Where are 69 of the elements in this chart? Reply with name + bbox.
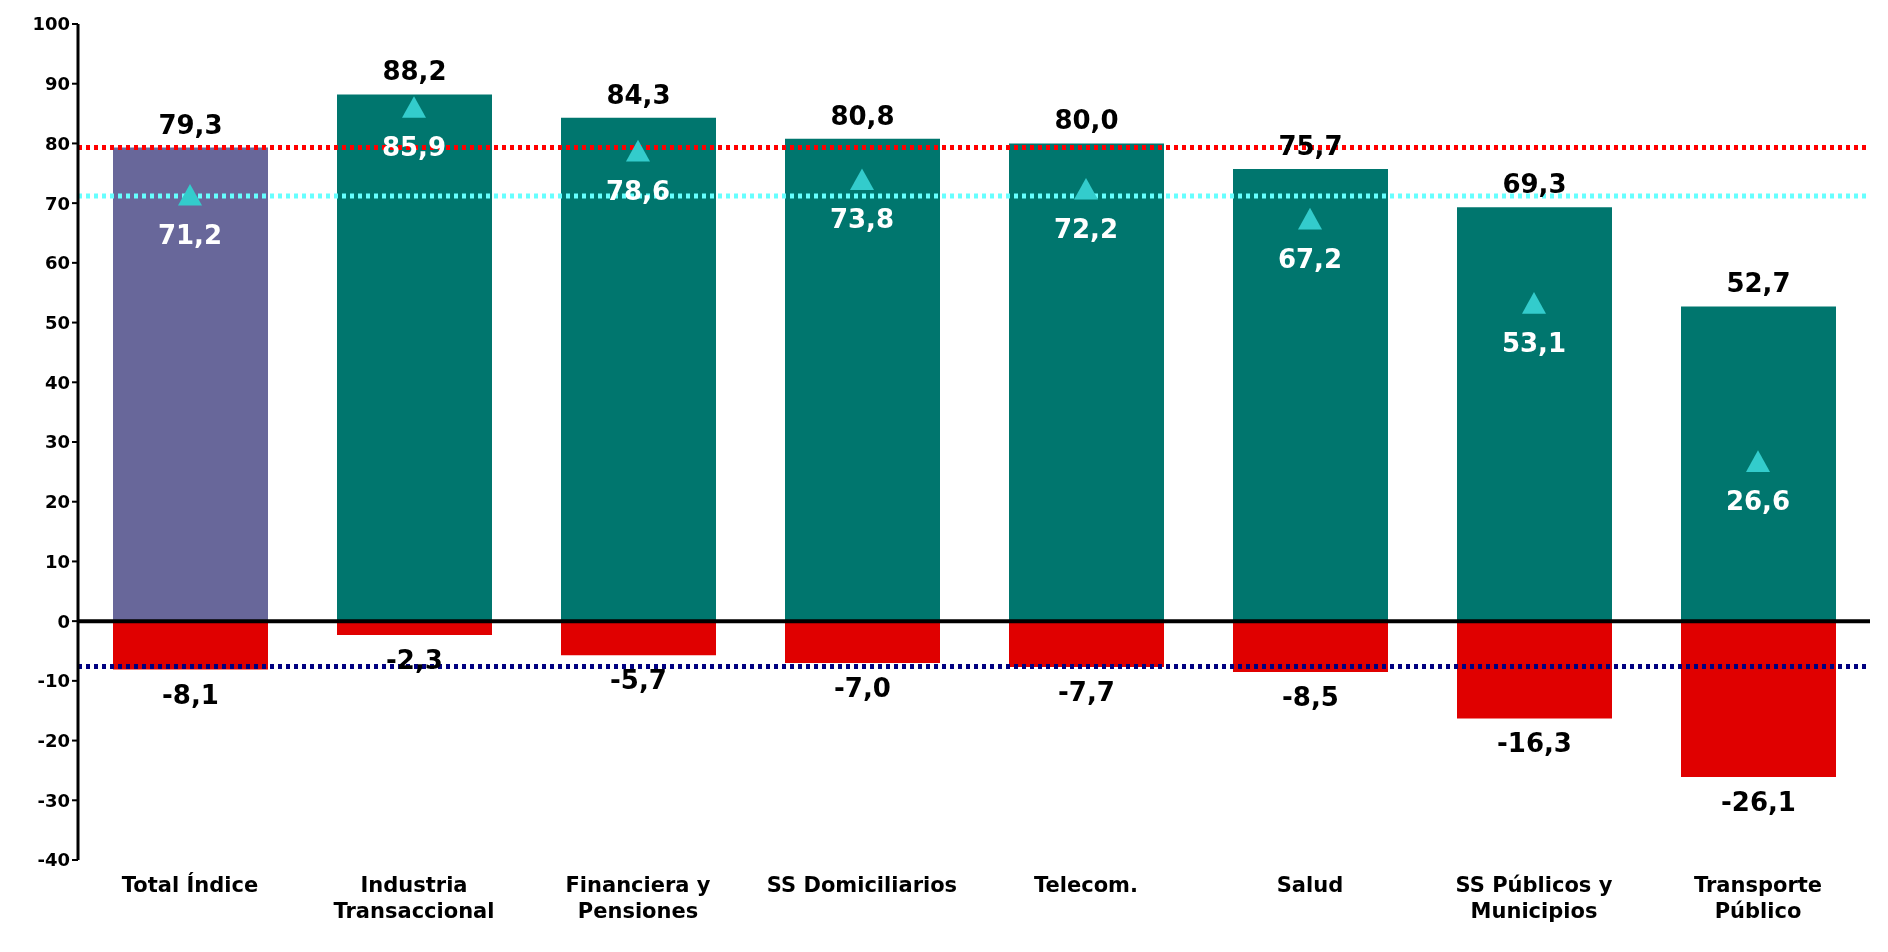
data-label: -26,1	[1721, 787, 1796, 817]
x-tick-label: SS Domiciliarios	[766, 873, 958, 897]
y-tick-label: 90	[44, 73, 70, 95]
data-label: -7,7	[1058, 677, 1115, 708]
x-tick-label: Salud	[1276, 873, 1344, 897]
point	[626, 139, 650, 162]
y-tick-label: 70	[44, 192, 70, 214]
data-label: -8,5	[1282, 681, 1339, 712]
data-label: 79,3	[158, 109, 223, 140]
point	[1074, 178, 1098, 200]
bar	[113, 147, 268, 622]
data-label: 53,1	[1501, 328, 1567, 359]
point	[850, 168, 874, 191]
point	[1746, 450, 1770, 472]
y-tick-label: 0	[57, 610, 70, 632]
point	[402, 96, 426, 118]
bar	[337, 94, 492, 622]
y-tick-label: -40	[37, 849, 70, 871]
y-tick-label: 50	[44, 311, 70, 333]
bar	[785, 621, 940, 663]
y-tick-label: 60	[44, 252, 70, 274]
y-tick-label: 20	[44, 491, 70, 513]
bar	[785, 138, 940, 622]
data-label: 78,6	[605, 175, 671, 206]
data-label: 85,9	[381, 132, 447, 163]
data-label: 72,2	[1053, 214, 1119, 245]
bar	[1681, 621, 1836, 777]
x-tick-label: Telecom.	[1034, 873, 1138, 897]
data-label: 80,8	[830, 100, 895, 131]
y-tick-label: 10	[44, 550, 70, 572]
data-label: -7,0	[834, 672, 891, 703]
x-tick-label: Financiera y Pensiones	[565, 873, 711, 923]
bar	[561, 117, 716, 622]
bar	[1233, 169, 1388, 622]
y-tick-label: 40	[44, 371, 70, 393]
data-label: 75,7	[1278, 131, 1343, 162]
data-label: 52,7	[1726, 268, 1791, 299]
bar	[1009, 143, 1164, 622]
data-label: 73,8	[829, 204, 895, 235]
x-tick-label: Total Índice	[121, 872, 259, 897]
y-tick-label: -10	[37, 670, 70, 692]
bar	[1457, 207, 1612, 622]
x-tick-label: SS Públicos y Municipios	[1455, 873, 1613, 923]
y-tick-label: 100	[32, 13, 70, 35]
y-tick-label: 30	[44, 431, 70, 453]
point	[178, 183, 202, 206]
y-tick-label: -30	[37, 789, 70, 811]
data-label: 67,2	[1277, 243, 1343, 274]
bar	[1457, 621, 1612, 719]
bar	[1233, 621, 1388, 672]
bar	[1681, 306, 1836, 622]
data-label: 26,6	[1725, 486, 1791, 517]
data-label: 88,2	[382, 56, 447, 87]
y-tick-label: -20	[37, 729, 70, 751]
data-label: -5,7	[610, 665, 667, 696]
data-label: 84,3	[606, 79, 671, 110]
x-tick-label: Transporte Público	[1693, 873, 1823, 923]
data-label: -2,3	[386, 644, 443, 675]
x-tick-label: Industria Transaccional	[333, 873, 495, 923]
data-label: -8,1	[162, 679, 219, 710]
point	[1298, 207, 1322, 230]
data-label: -16,3	[1497, 728, 1572, 759]
data-label: 71,2	[157, 219, 223, 250]
y-tick-label: 80	[44, 132, 70, 154]
data-label: 80,0	[1054, 105, 1119, 136]
point	[1522, 292, 1546, 314]
bar	[561, 621, 716, 656]
data-label: 69,3	[1502, 169, 1567, 200]
bar	[1009, 621, 1164, 668]
